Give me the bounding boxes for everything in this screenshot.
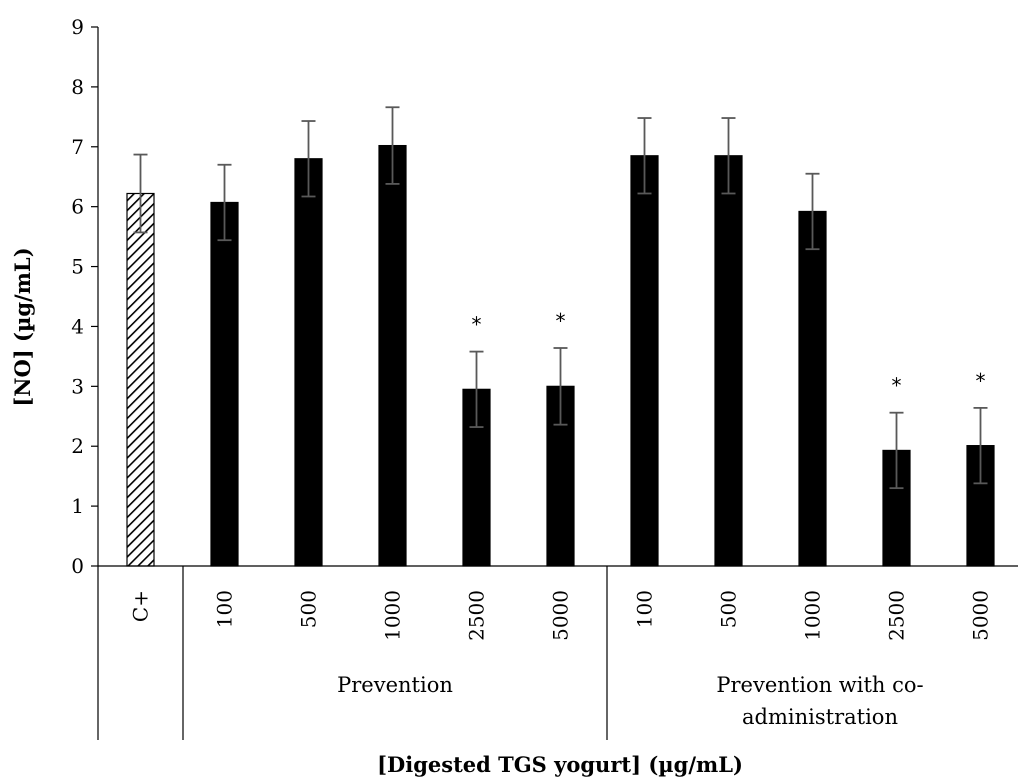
error-bar — [469, 350, 484, 428]
bar — [210, 201, 239, 567]
y-axis-title: [NO] (µg/mL) — [10, 247, 35, 406]
error-bar — [889, 411, 904, 490]
significance-marker: * — [472, 313, 482, 337]
significance-marker: * — [556, 309, 566, 333]
x-tick-label: 1000 — [381, 590, 405, 641]
bar — [966, 445, 995, 567]
x-tick-label: 5000 — [969, 590, 993, 641]
bar — [630, 155, 659, 567]
x-tick-label: 500 — [717, 590, 741, 628]
y-tick-label: 4 — [71, 314, 84, 338]
y-tick-label: 5 — [71, 255, 84, 279]
error-bar — [805, 172, 820, 251]
group-label-prevention: Prevention — [337, 673, 453, 697]
y-tick-label: 1 — [71, 494, 84, 518]
error-bar — [217, 163, 232, 242]
x-tick-label: 1000 — [801, 590, 825, 641]
y-tick-label: 7 — [71, 135, 84, 159]
bar — [798, 210, 827, 567]
x-tick-label: 5000 — [549, 590, 573, 641]
y-tick-label: 8 — [71, 75, 84, 99]
bars: * * * * — [126, 106, 995, 567]
y-tick-label: 2 — [71, 434, 84, 458]
y-tick-label: 6 — [71, 195, 84, 219]
y-tick-label: 9 — [71, 15, 84, 39]
bar — [294, 158, 323, 567]
group-label-coadmin-line2: administration — [742, 705, 898, 729]
significance-marker: * — [892, 374, 902, 398]
x-tick-label: C+ — [129, 590, 153, 622]
y-tick-label: 0 — [71, 554, 84, 578]
error-bar — [385, 106, 400, 185]
group-label-coadmin-line1: Prevention with co- — [716, 673, 923, 697]
error-bar — [973, 406, 988, 485]
bar — [378, 144, 407, 567]
error-bar — [301, 120, 316, 198]
bar — [126, 192, 155, 567]
y-tick-label: 3 — [71, 374, 84, 398]
x-tick-label: 100 — [633, 590, 657, 628]
error-bar — [133, 153, 148, 234]
y-axis: 0 1 2 3 4 5 6 7 8 9 — [71, 15, 99, 578]
bar — [714, 155, 743, 567]
x-tick-label: 500 — [297, 590, 321, 628]
significance-marker: * — [976, 369, 986, 393]
error-bar — [553, 347, 568, 426]
error-bar — [721, 117, 736, 195]
x-tick-label: 100 — [213, 590, 237, 628]
x-tick-label: 2500 — [885, 590, 909, 641]
x-tick-label: 2500 — [465, 590, 489, 641]
error-bar — [637, 117, 652, 195]
x-axis: C+ 100 500 1000 2500 5000 100 500 1000 2500 5000 Pr… — [97, 565, 1018, 740]
x-axis-title: [Digested TGS yogurt] (µg/mL) — [377, 752, 743, 777]
